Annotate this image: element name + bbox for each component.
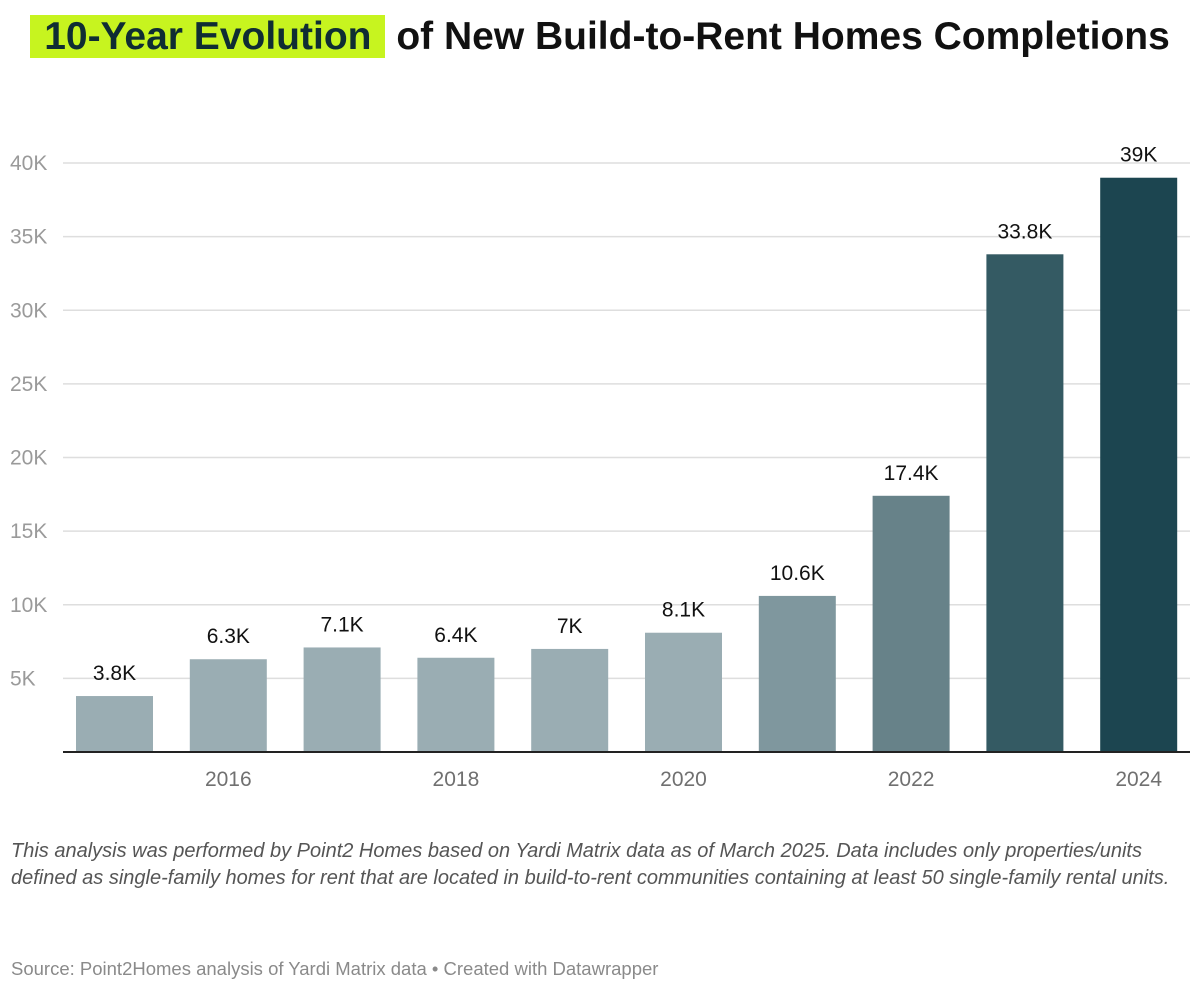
y-tick-label: 20K bbox=[10, 447, 47, 470]
x-tick-label: 2024 bbox=[1115, 768, 1162, 791]
bar-2022 bbox=[872, 495, 950, 752]
y-tick-label: 25K bbox=[10, 373, 47, 396]
bar-2015 bbox=[76, 696, 153, 752]
data-label: 7.1K bbox=[320, 613, 363, 636]
x-tick-label: 2016 bbox=[205, 768, 252, 791]
bar-2020 bbox=[645, 632, 722, 752]
bar-2024 bbox=[1100, 177, 1178, 753]
x-tick-label: 2018 bbox=[433, 768, 480, 791]
y-tick-label: 5K bbox=[10, 667, 36, 690]
x-tick-label: 2020 bbox=[660, 768, 707, 791]
data-label: 10.6K bbox=[770, 562, 825, 585]
data-label: 8.1K bbox=[662, 599, 705, 622]
bars bbox=[76, 177, 1178, 753]
y-tick-label: 15K bbox=[10, 520, 47, 543]
bar-2019 bbox=[531, 648, 609, 752]
data-label: 6.4K bbox=[434, 624, 477, 647]
title-highlight: 10-Year Evolution bbox=[30, 15, 386, 58]
y-tick-label: 30K bbox=[10, 299, 47, 322]
bar-2018 bbox=[417, 657, 495, 752]
gridlines: 5K 10K 15K 20K 25K 30K 35K 40K bbox=[10, 152, 1190, 690]
chart-source: Source: Point2Homes analysis of Yardi Ma… bbox=[11, 958, 659, 979]
data-label: 39K bbox=[1120, 144, 1157, 167]
data-label: 3.8K bbox=[93, 662, 136, 685]
data-label: 17.4K bbox=[884, 462, 939, 485]
y-tick-label: 10K bbox=[10, 594, 47, 617]
chart-notes: This analysis was performed by Point2 Ho… bbox=[11, 840, 1170, 889]
y-tick-label: 35K bbox=[10, 226, 47, 249]
bar-2021 bbox=[758, 595, 836, 752]
x-tick-label: 2022 bbox=[888, 768, 935, 791]
bar-2016 bbox=[189, 659, 267, 752]
bar-chart: 5K 10K 15K 20K 25K 30K 35K 40K 3.8K 6.3K 7.1K 6.4K… bbox=[10, 144, 1190, 791]
data-label: 6.3K bbox=[207, 625, 250, 648]
data-label: 7K bbox=[557, 615, 583, 638]
bar-2023 bbox=[986, 254, 1064, 753]
title-rest: of New Build-to-Rent Homes Completions bbox=[396, 15, 1170, 58]
chart-title: 10-Year Evolution of New Build-to-Rent H… bbox=[0, 8, 1200, 66]
x-axis-ticks: 2016 2018 2020 2022 2024 bbox=[205, 768, 1162, 791]
bar-2017 bbox=[303, 647, 381, 752]
data-label: 33.8K bbox=[997, 220, 1052, 243]
y-tick-label: 40K bbox=[10, 152, 47, 175]
data-labels: 3.8K 6.3K 7.1K 6.4K 7K 8.1K 10.6K 17.4K 33.8K 39K bbox=[93, 144, 1157, 685]
